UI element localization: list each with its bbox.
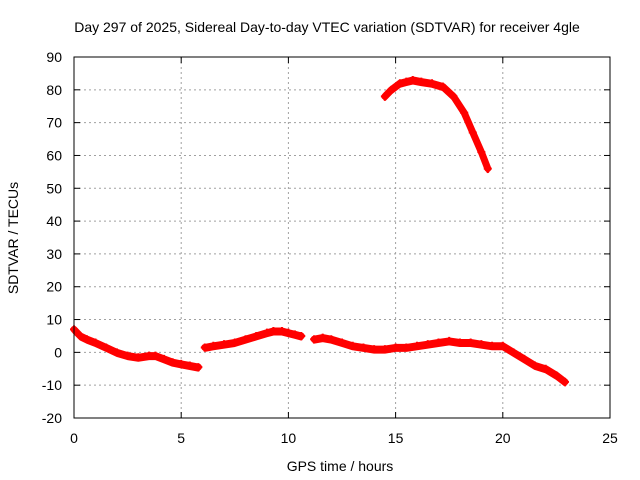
data-point <box>209 341 218 350</box>
series-line-spread <box>203 332 303 352</box>
data-point <box>449 92 458 101</box>
data-point <box>160 354 169 363</box>
data-point <box>417 77 426 86</box>
x-tick-label: 5 <box>177 430 185 446</box>
data-point <box>408 75 417 84</box>
y-tick-label: 50 <box>46 180 62 196</box>
data-point <box>91 338 100 347</box>
data-point <box>520 354 529 363</box>
data-point <box>338 338 346 347</box>
data-point <box>466 338 475 347</box>
data-point <box>348 341 357 350</box>
x-axis-label: GPS time / hours <box>287 458 394 474</box>
data-point <box>428 79 437 88</box>
data-point <box>560 377 569 386</box>
data-point <box>468 128 477 137</box>
data-layer <box>70 75 569 387</box>
data-point <box>402 77 411 86</box>
y-tick-label: 90 <box>46 49 62 65</box>
data-point <box>318 333 327 342</box>
data-point <box>220 340 229 349</box>
data-point <box>297 331 306 340</box>
data-point <box>185 361 194 370</box>
data-point <box>380 345 389 354</box>
data-point <box>327 335 336 344</box>
data-point <box>241 335 250 344</box>
y-tick-label: -10 <box>42 377 62 393</box>
data-point <box>552 371 561 380</box>
y-tick-label: 70 <box>46 115 62 131</box>
data-point <box>252 331 261 340</box>
data-point <box>359 343 368 352</box>
data-point <box>541 364 550 373</box>
data-point <box>530 361 539 370</box>
data-point <box>123 351 132 360</box>
y-tick-label: 60 <box>46 147 62 163</box>
series-segment-2 <box>200 327 306 352</box>
data-point <box>310 335 319 344</box>
data-point <box>477 340 486 349</box>
data-point <box>445 336 454 345</box>
x-tick-label: 10 <box>281 430 297 446</box>
series-segment-3 <box>310 333 569 387</box>
data-point <box>134 353 143 362</box>
y-tick-label: 40 <box>46 213 62 229</box>
data-point <box>290 330 299 339</box>
y-tick-label: 0 <box>54 344 62 360</box>
data-point <box>455 338 464 347</box>
data-point <box>413 341 422 350</box>
y-tick-label: 30 <box>46 246 62 262</box>
series-segment-1 <box>70 325 203 372</box>
x-tick-label: 20 <box>495 430 511 446</box>
y-tick-label: 10 <box>46 312 62 328</box>
data-point <box>488 341 497 350</box>
data-point <box>380 92 389 101</box>
data-point <box>269 327 278 336</box>
y-tick-label: 20 <box>46 279 62 295</box>
data-point <box>477 148 486 157</box>
data-point <box>200 343 209 352</box>
axis-ticks: 0 5 10 15 20 25 -20 -10 0 10 20 30 40 50 60 70 80 90 <box>42 49 618 446</box>
series-segment-4 <box>380 75 492 174</box>
y-axis-label: SDTVAR / TECUs <box>5 182 21 294</box>
data-point <box>498 341 507 350</box>
data-point <box>370 345 379 354</box>
y-tick-label: -20 <box>42 410 62 426</box>
data-point <box>509 348 518 357</box>
data-point <box>262 328 271 337</box>
data-point <box>402 343 411 352</box>
chart-title: Day 297 of 2025, Sidereal Day-to-day VTE… <box>74 19 580 35</box>
data-point <box>76 331 85 340</box>
data-point <box>230 338 239 347</box>
plot-frame <box>73 56 611 419</box>
data-point <box>277 327 286 336</box>
data-point <box>102 343 111 352</box>
x-tick-label: 15 <box>388 430 404 446</box>
data-point <box>82 335 91 344</box>
data-point <box>112 348 121 357</box>
data-point <box>423 340 432 349</box>
data-point <box>194 363 203 372</box>
data-point <box>387 85 396 94</box>
data-point <box>434 338 443 347</box>
data-point <box>460 108 469 117</box>
data-point <box>177 359 186 368</box>
data-point <box>151 351 160 360</box>
grid <box>74 57 610 418</box>
data-point <box>284 328 293 337</box>
data-point <box>391 343 400 352</box>
x-tick-label: 25 <box>602 430 618 446</box>
data-point <box>395 79 404 88</box>
y-tick-label: 80 <box>46 82 62 98</box>
data-point <box>483 164 492 173</box>
data-point <box>168 358 177 367</box>
data-point <box>438 82 447 91</box>
x-tick-label: 0 <box>70 430 78 446</box>
